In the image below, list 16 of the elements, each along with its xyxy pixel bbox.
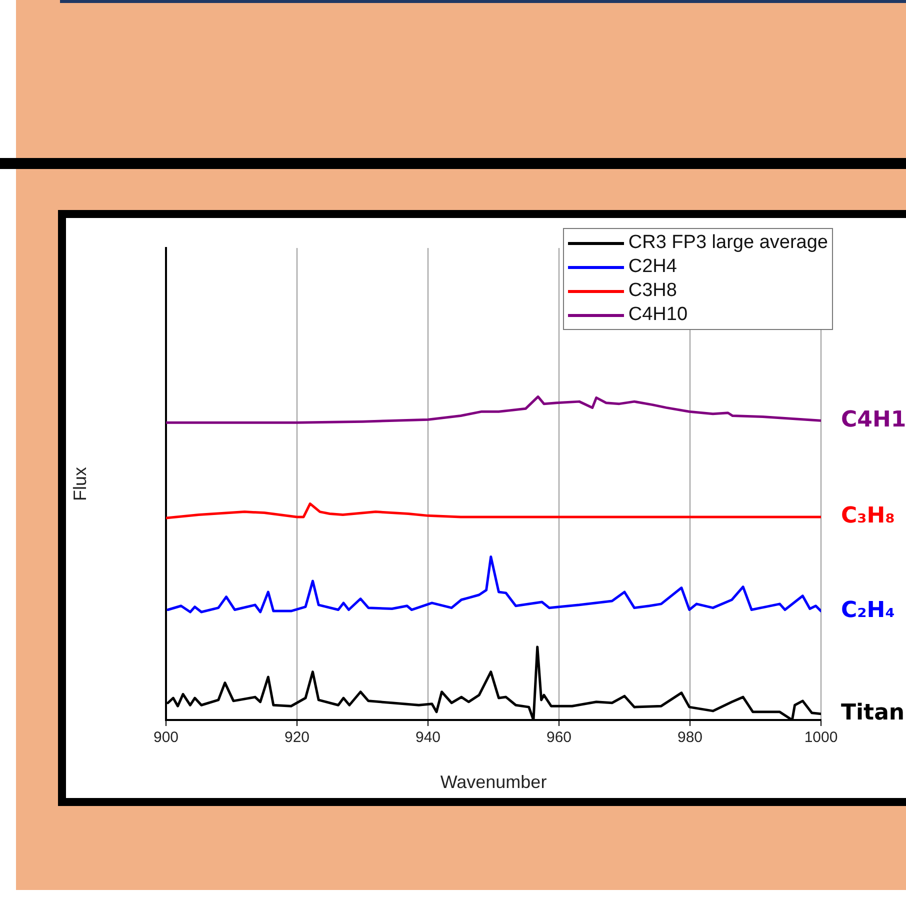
text: C4H1 [841,407,906,432]
x-tick-label: 960 [546,729,572,746]
x-tick-label: 900 [153,729,179,746]
x-tick-label: 940 [415,729,441,746]
y-axis-title: Flux [70,466,90,502]
x-tick-label: 920 [284,729,310,746]
x-axis-title: Wavenumber [440,772,547,792]
text: C₃H₈ [841,504,895,529]
x-tick-label: 980 [677,729,703,746]
legend-label: C2H4 [628,255,677,279]
text: Titan [841,700,905,726]
text: C₂H₄ [841,598,895,623]
legend-label: CR3 FP3 large average [628,231,828,255]
x-tick-label: 1000 [804,729,838,746]
legend-label: C4H10 [628,303,688,327]
legend-label: C3H8 [628,279,677,303]
